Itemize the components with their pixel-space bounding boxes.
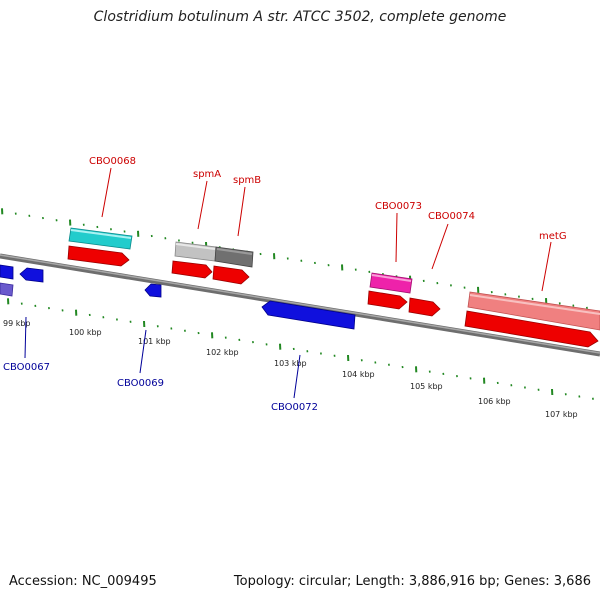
tick-label-100kbp: 100 kbp [69,328,102,337]
gene-labels-bottom: CBO0067 CBO0069 CBO0072 [3,362,318,413]
leader-metg [541,241,552,292]
gene-labels-top: CBO0068 spmA spmB CBO0073 CBO0074 metG [89,156,567,242]
leader-spma [197,180,208,230]
cds-arrow-reverse[interactable] [0,282,14,297]
gene-label-spmb: spmB [233,175,261,186]
leader-cbo0069 [139,329,147,374]
tick-label-107kbp: 107 kbp [545,410,578,419]
genome-backbone [0,253,600,357]
cds-arrow-forward[interactable] [212,265,250,285]
gene-label-cbo0069: CBO0069 [117,378,164,389]
leader-cbo0067 [24,316,27,359]
leader-cbo0074 [431,223,449,270]
genome-summary-text: Topology: circular; Length: 3,886,916 bp… [233,574,591,589]
gene-feature-metg[interactable] [467,291,600,331]
gene-label-cbo0073: CBO0073 [375,201,422,212]
cds-arrow-reverse[interactable] [144,283,162,298]
label-leaders [24,167,552,399]
tick-label-102kbp: 102 kbp [206,348,239,357]
accession-text: Accession: NC_009495 [9,574,157,589]
tick-label-104kbp: 104 kbp [342,370,375,379]
leader-cbo0072 [293,354,301,399]
map-title: Clostridium botulinum A str. ATCC 3502, … [93,9,507,25]
gene-feature-cbo0068[interactable] [68,227,133,250]
tick-label-105kbp: 105 kbp [410,382,443,391]
leader-spmb [237,186,246,237]
cds-arrow-forward[interactable] [171,260,213,279]
gene-label-cbo0072: CBO0072 [271,402,318,413]
tick-label-99kbp: 99 kbp [3,319,31,328]
cds-arrow-reverse[interactable] [0,264,14,280]
cds-arrow-forward[interactable] [67,245,130,267]
cds-reverse-track [0,264,356,330]
tick-label-101kbp: 101 kbp [138,337,171,346]
leader-cbo0073 [395,212,398,263]
cds-arrow-forward[interactable] [408,297,441,317]
gene-label-spma: spmA [193,169,221,180]
tick-track-bottom [7,298,594,400]
tick-label-103kbp: 103 kbp [274,359,307,368]
gene-label-cbo0067: CBO0067 [3,362,50,373]
leader-cbo0068 [101,167,112,218]
cds-arrow-forward[interactable] [464,310,599,348]
gene-feature-cbo0073[interactable] [369,272,413,294]
cds-arrow-reverse[interactable] [261,300,356,330]
tick-track-top [1,208,588,309]
cds-arrow-reverse[interactable] [19,267,44,283]
gene-label-cbo0068: CBO0068 [89,156,136,167]
cds-forward-track [67,245,599,348]
gene-label-cbo0074: CBO0074 [428,211,475,222]
tick-label-106kbp: 106 kbp [478,397,511,406]
gene-label-metg: metG [539,231,567,242]
tick-labels: 99 kbp 100 kbp 101 kbp 102 kbp 103 kbp 1… [3,319,578,419]
cds-arrow-forward[interactable] [367,290,408,310]
